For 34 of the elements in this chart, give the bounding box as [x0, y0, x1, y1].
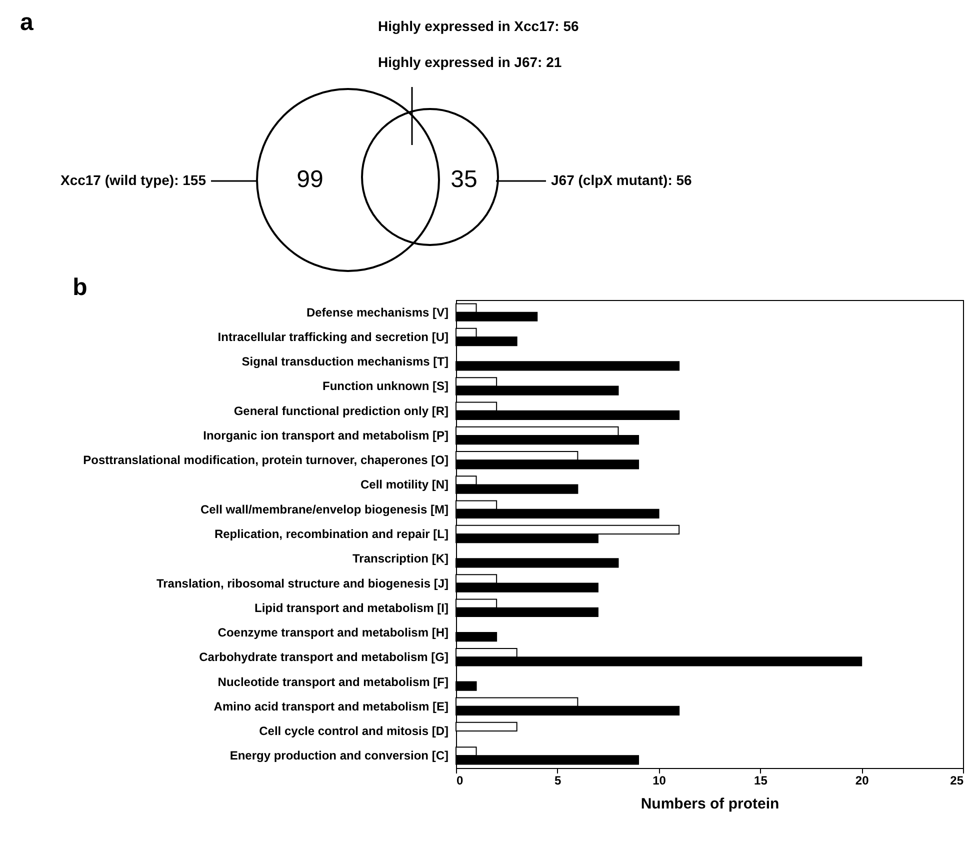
y-tick-label: Inorganic ion transport and metabolism [P] [203, 428, 448, 442]
y-tick-label: Defense mechanisms [V] [306, 305, 448, 320]
x-tick-label: 25 [950, 774, 964, 788]
text: b [72, 274, 88, 301]
y-tick-label: Transcription [K] [352, 552, 448, 566]
y-tick-label: Posttranslational modification, protein turnover, chaperones [O] [83, 453, 448, 468]
y-tick-label: General functional prediction only [R] [234, 404, 448, 418]
x-tick-label: 20 [855, 774, 870, 788]
x-tick-label: 5 [554, 774, 562, 788]
y-tick-label: Cell cycle control and mitosis [D] [259, 724, 449, 738]
text: a [20, 9, 34, 36]
y-tick-label: Energy production and conversion [C] [230, 748, 448, 763]
y-tick-label: Nucleotide transport and metabolism [F] [218, 674, 448, 689]
x-axis-title: Numbers of protein [640, 796, 780, 812]
y-tick-label: Translation, ribosomal structure and biogenesis [J] [156, 576, 448, 590]
text: 99 [296, 166, 324, 193]
text: Xcc17 (wild type): 155 [60, 172, 206, 188]
text: 35 [450, 166, 478, 193]
y-tick-label: Intracellular trafficking and secretion [U] [218, 330, 449, 344]
text: Highly expressed in Xcc17: 56 [378, 18, 579, 34]
y-tick-label: Signal transduction mechanisms [T] [242, 354, 448, 369]
y-tick-label: Cell wall/membrane/envelop biogenesis [M] [200, 502, 449, 516]
y-tick-label: Function unknown [S] [322, 379, 448, 394]
y-tick-label: Coenzyme transport and metabolism [H] [218, 626, 448, 640]
y-tick-label: Lipid transport and metabolism [I] [254, 600, 448, 615]
x-tick-label: 15 [754, 774, 768, 788]
x-tick-label: 0 [456, 774, 464, 788]
y-tick-label: Carbohydrate transport and metabolism [G] [199, 650, 448, 664]
text: Highly expressed in J67: 21 [378, 54, 562, 70]
x-tick-label: 10 [652, 774, 666, 788]
y-tick-label: Cell motility [N] [360, 478, 448, 492]
y-tick-label: Replication, recombination and repair [L] [214, 527, 448, 541]
text: J67 (clpX mutant): 56 [551, 172, 692, 188]
y-tick-label: Amino acid transport and metabolism [E] [214, 699, 448, 714]
